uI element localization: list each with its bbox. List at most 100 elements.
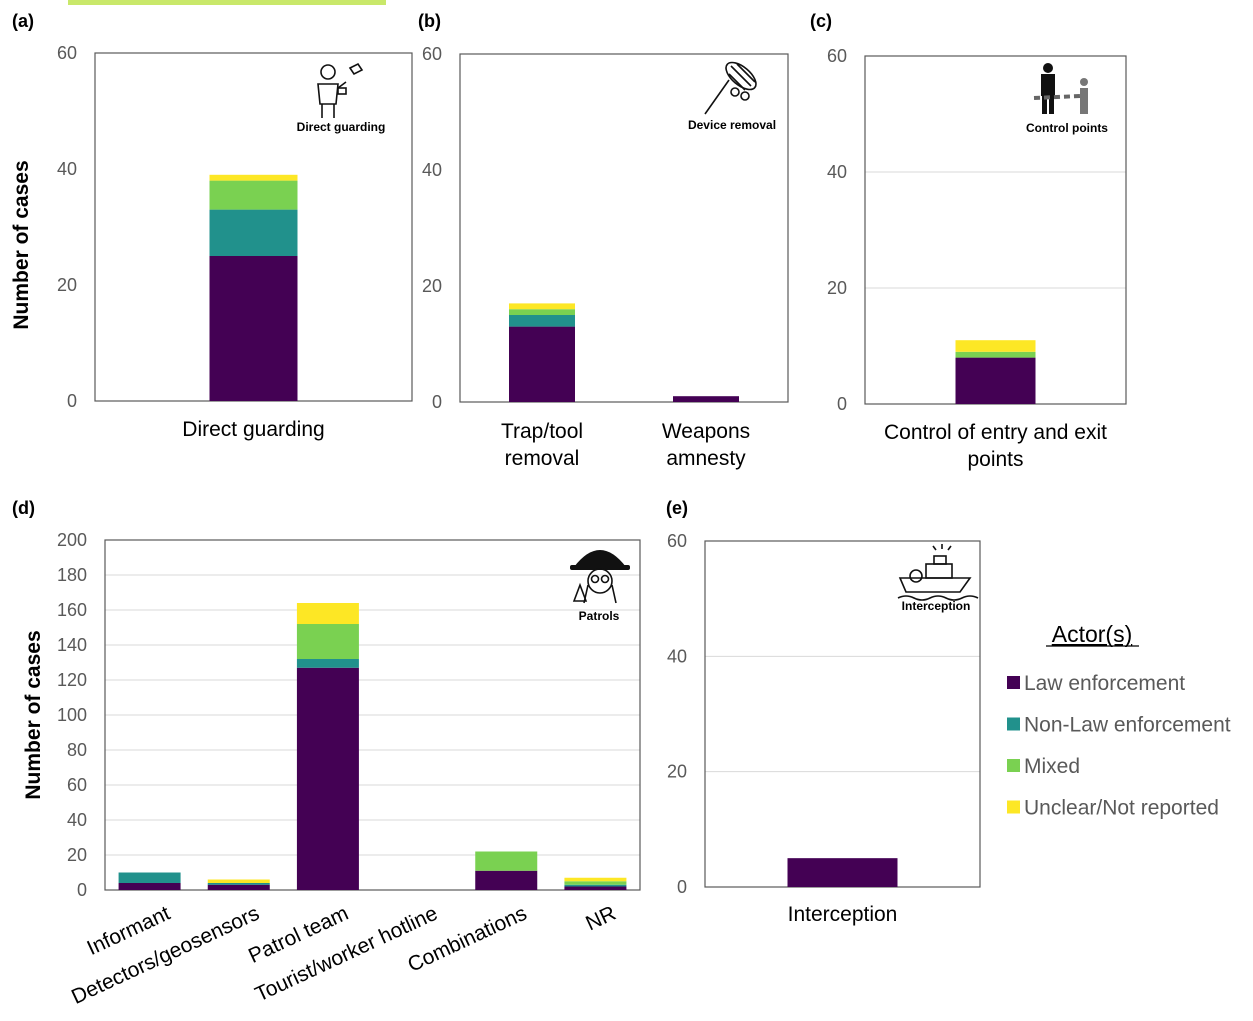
bar-segment [787,858,898,887]
y-tick-label: 0 [67,391,77,411]
panel-label: (e) [666,498,688,518]
bar-segment [118,872,181,883]
x-tick-label: Trap/tool [501,420,583,443]
chart-panel-0: 0 20 40 60 Direct guarding (a) Number of cases… [10,11,413,441]
y-tick-label: 180 [57,565,87,585]
icon-caption: Direct guarding [297,120,386,134]
y-tick-label: 140 [57,635,87,655]
bar-segment [207,879,270,883]
bar-segment [955,340,1036,352]
y-axis-label: Number of cases [22,630,45,799]
y-tick-label: 20 [422,276,442,296]
chart-panel-4: 0 20 40 60 Interception (e) Interception [666,498,981,926]
chart-panel-1: 0 20 40 60 Trap/tool removal Weapons amnesty (b)… [418,11,789,470]
plot-area [104,539,641,891]
header-accent-bar [68,0,386,5]
bar-segment [564,884,627,887]
y-tick-label: 200 [57,530,87,550]
x-tick-label: Weapons [662,420,750,443]
bar-segment [207,884,270,890]
y-tick-label: 20 [827,278,847,298]
x-tick-label: Control of entry and exit [884,421,1107,444]
legend-swatch [1007,759,1020,772]
charts: 0 20 40 60 Direct guarding (a) Number of cases… [10,11,1127,1009]
chart-panel-2: 0 20 40 60 Control of entry and exit points (c… [810,11,1127,471]
y-tick-label: 40 [67,810,87,830]
boat-icon [897,544,979,601]
panel-label: (a) [12,11,34,31]
y-tick-label: 40 [827,162,847,182]
legend-swatch [1007,676,1020,689]
plot-area [459,53,789,403]
panel-label: (d) [12,498,35,518]
chart-panel-3: 020406080100120140160180200InformantDete… [12,498,641,1009]
legend: Actor(s) Law enforcement Non-Law enforceme… [1007,621,1231,820]
icon-caption: Device removal [688,118,776,132]
ranger-icon [570,550,630,604]
x-tick-label: Interception [788,903,898,926]
y-tick-label: 20 [57,275,77,295]
y-tick-label: 100 [57,705,87,725]
bar-segment [209,209,298,256]
legend-entry: Mixed [1024,755,1080,778]
bar-segment [296,659,359,668]
bar-segment [475,851,538,871]
guard-icon [317,62,364,118]
legend-swatch [1007,800,1020,814]
x-tick-label: amnesty [666,447,746,470]
legend-entry: Non-Law enforcement [1024,714,1231,737]
x-tick-label: Direct guarding [182,418,324,441]
legend-entry: Unclear/Not reported [1024,797,1219,820]
bar-segment [564,877,627,882]
y-tick-label: 60 [667,531,687,551]
x-tick-label: removal [505,447,580,470]
y-tick-label: 40 [57,159,77,179]
bar-segment [564,886,627,890]
bar-segment [509,303,575,310]
icon-caption: Interception [902,599,971,613]
snare-icon [704,61,757,115]
bar-segment [955,351,1036,358]
y-tick-label: 120 [57,670,87,690]
y-tick-label: 160 [57,600,87,620]
plot-area [704,540,981,888]
bar-segment [509,326,575,402]
bar-segment [209,256,298,401]
bar-segment [475,870,538,890]
panel-label: (b) [418,11,441,31]
x-tick-label: points [967,448,1023,471]
y-tick-label: 40 [667,646,687,666]
icon-caption: Patrols [579,609,620,623]
y-tick-label: 0 [77,880,87,900]
bar-segment [955,357,1036,404]
x-tick-label: NR [582,902,619,936]
legend-swatch [1007,717,1020,731]
bar-segment [296,667,359,890]
y-tick-label: 60 [57,43,77,63]
bar-segment [118,883,181,890]
legend-entry: Law enforcement [1024,672,1185,695]
y-tick-label: 60 [827,46,847,66]
bar-segment [207,883,270,885]
bar-segment [509,315,575,327]
bar-segment [673,396,739,402]
icon-caption: Control points [1026,121,1108,135]
y-tick-label: 80 [67,740,87,760]
y-axis-label: Number of cases [10,160,33,329]
bar-segment [209,180,298,210]
y-tick-label: 60 [67,775,87,795]
checkpoint-icon [1033,63,1088,114]
y-tick-label: 60 [422,44,442,64]
bar-segment [509,309,575,315]
y-tick-label: 0 [837,394,847,414]
y-tick-label: 0 [677,877,687,897]
y-tick-label: 20 [67,845,87,865]
y-tick-label: 0 [432,392,442,412]
legend-title: Actor(s) [1052,621,1133,647]
bar-segment [296,603,359,624]
bar-segment [564,881,627,885]
y-tick-label: 20 [667,762,687,782]
y-tick-label: 40 [422,160,442,180]
bar-segment [209,174,298,181]
